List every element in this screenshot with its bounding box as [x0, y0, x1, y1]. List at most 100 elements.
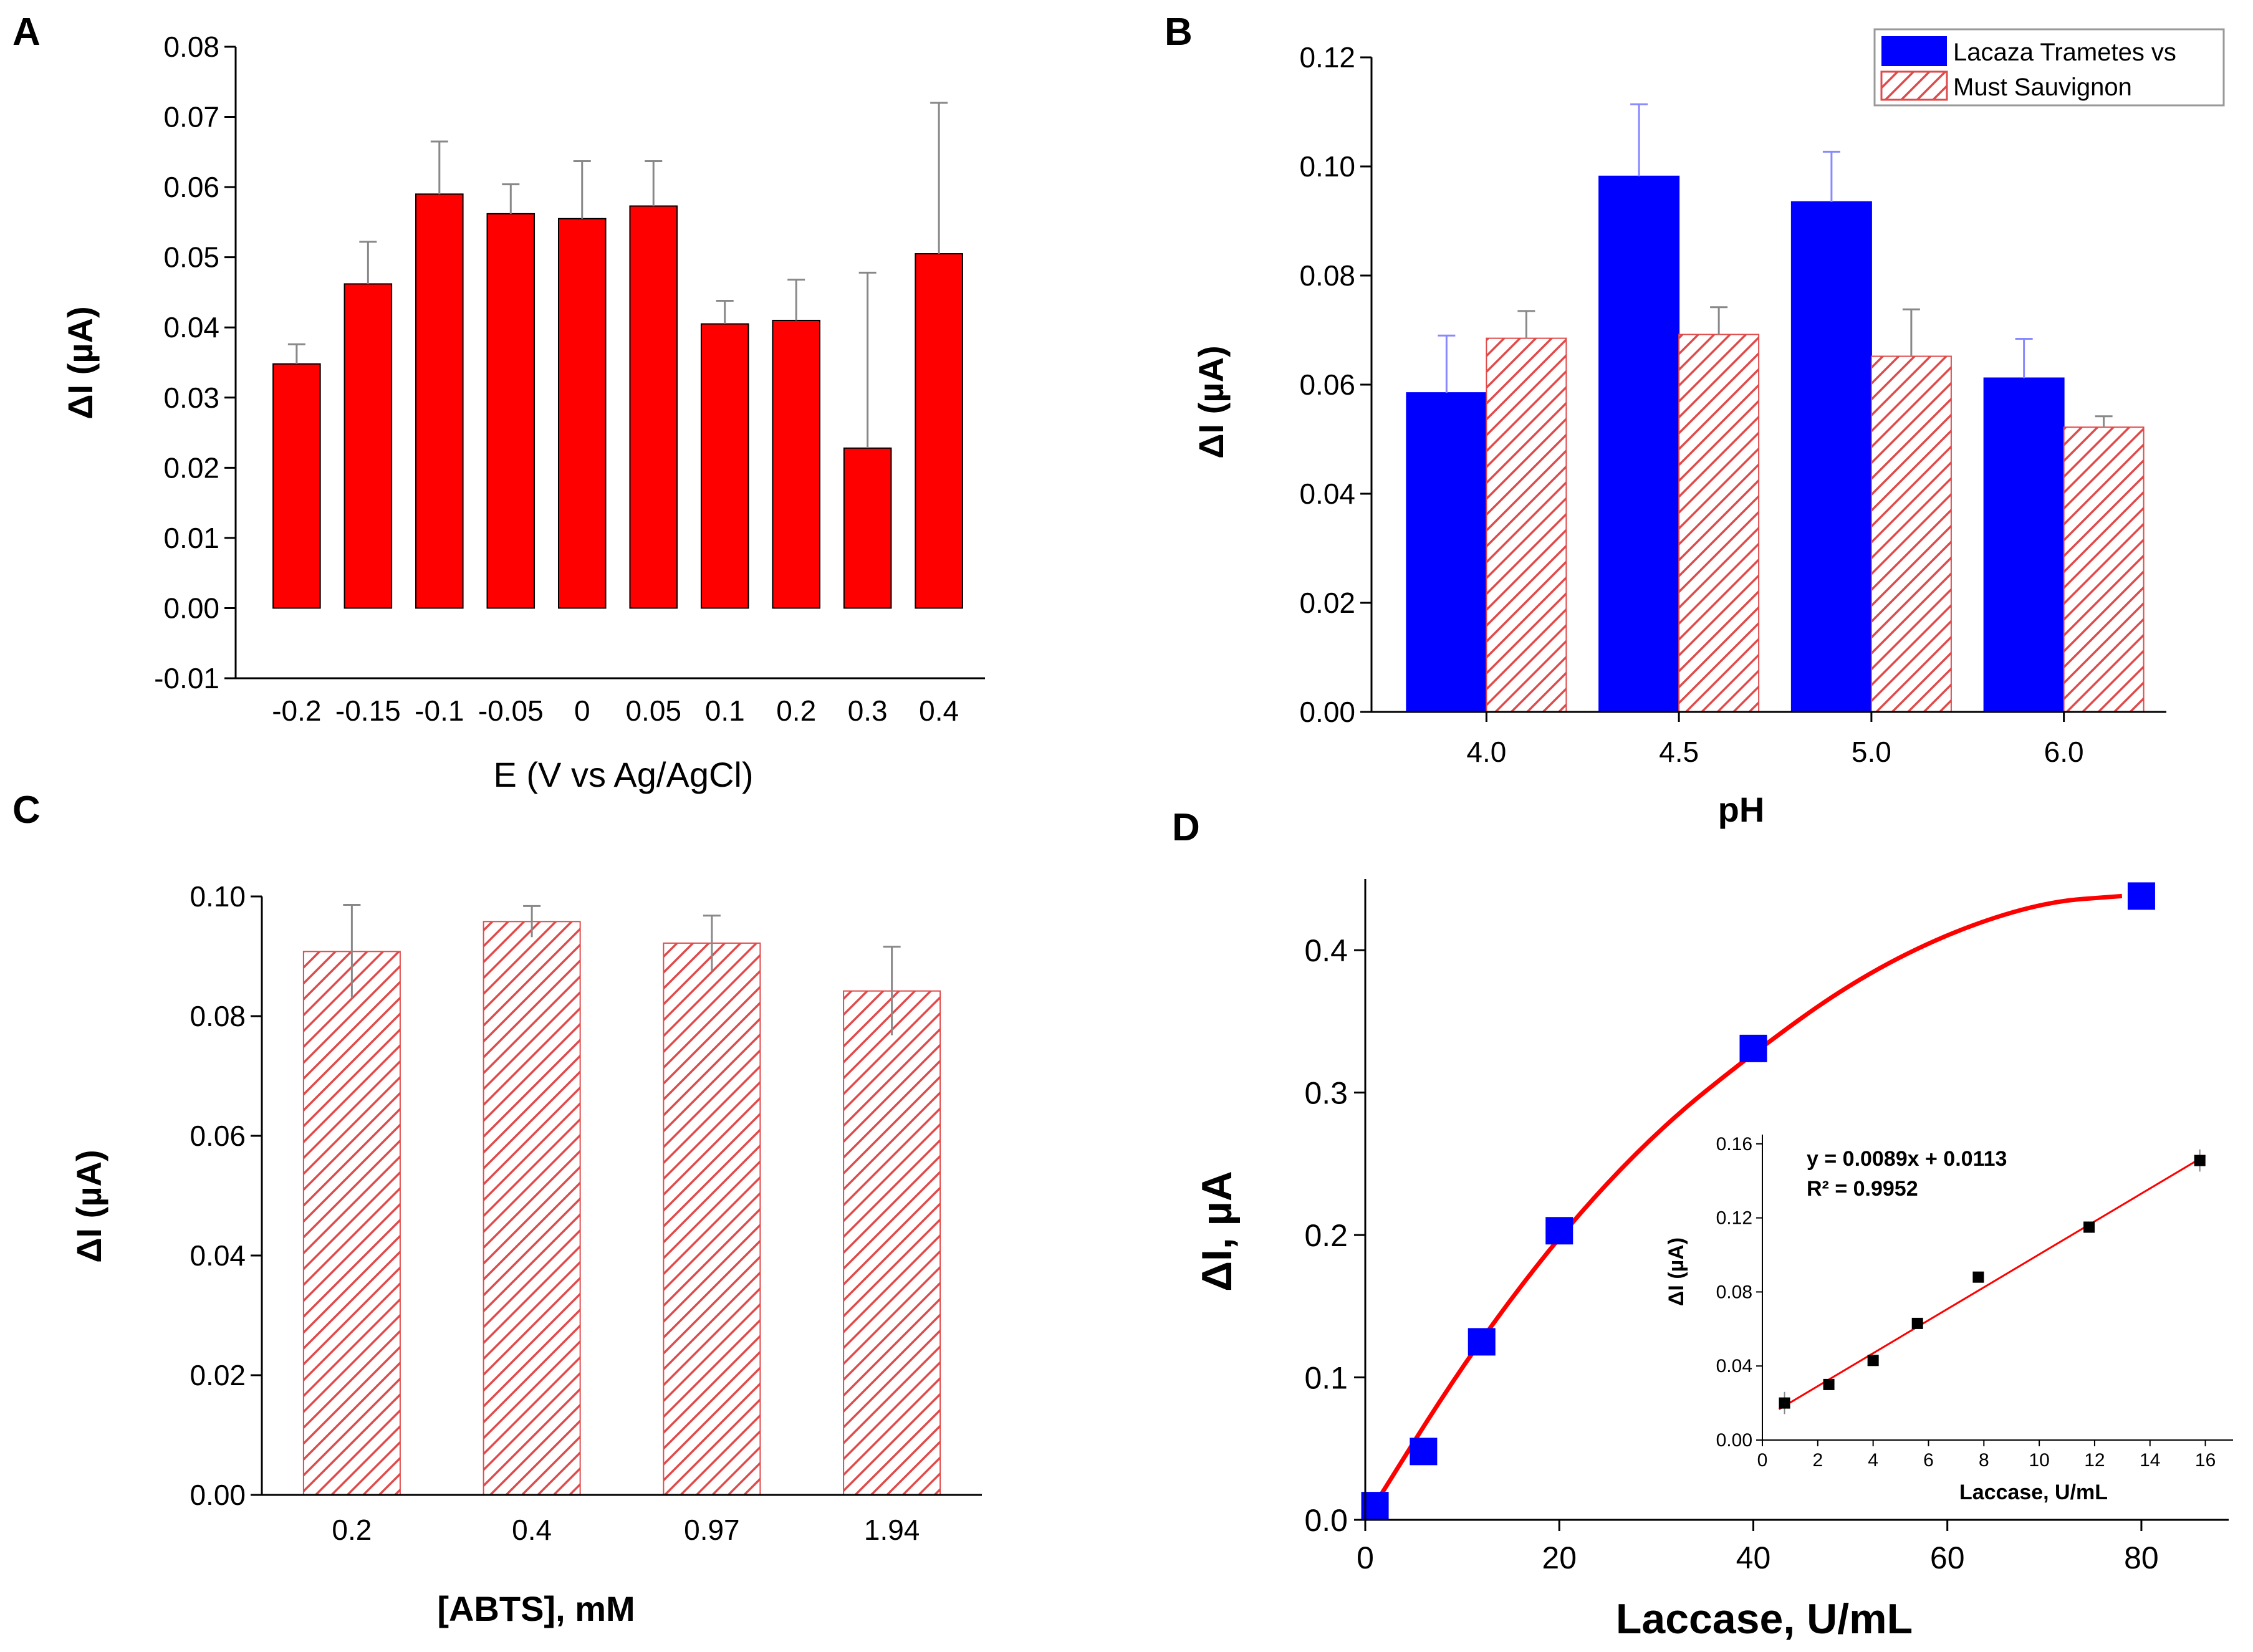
panel-a-y-tick-label: 0.05: [163, 241, 219, 274]
bar-hatched: [1486, 337, 1567, 713]
panel-c-y-tick-label: 0.10: [190, 880, 246, 913]
panel-b-y-tick-label: 0.08: [1299, 259, 1355, 292]
panel-a-axes: -0.01 0.00 0.01 0.02 0.03 0.04 0.05 0.06 0.07 0.0…: [154, 31, 985, 727]
legend-label-lacaza: Lacaza Trametes vs: [1953, 39, 2176, 66]
inset-y-tick-label: 0.00: [1716, 1430, 1752, 1451]
data-point: [1410, 1438, 1438, 1466]
inset-y-tick-label: 0.04: [1716, 1356, 1752, 1376]
bar-hatched: [2063, 426, 2145, 713]
panel-b-axes: 0.00 0.02 0.04 0.06 0.08 0.10 0.12 4.0 4.5 5.0 6.0: [1299, 41, 2166, 768]
panel-d-x-title: Laccase, U/mL: [1616, 1595, 1913, 1643]
inset-x-tick-label: 8: [1979, 1450, 1989, 1471]
bar-blue: [1406, 392, 1487, 713]
inset-data-point: [2083, 1221, 2095, 1233]
data-point: [1739, 1034, 1767, 1062]
panel-b-x-tick-label: 4.0: [1466, 736, 1506, 768]
panel-d-y-tick-label: 0.3: [1304, 1076, 1348, 1111]
inset-y-tick-label: 0.16: [1716, 1134, 1752, 1155]
panel-a: A -0.01 0.00 0.01 0.02 0.03 0.04 0.05 0.06 0.07 0…: [12, 11, 985, 794]
panel-a-x-tick-label: -0.1: [415, 694, 464, 727]
data-point: [2127, 882, 2155, 910]
panel-d-x-tick-label: 60: [1930, 1540, 1965, 1575]
panel-c-y-tick-label: 0.04: [190, 1239, 246, 1272]
panel-d-axes: 0.00.10.20.30.40 20 40 60 80: [1304, 879, 2229, 1575]
panel-a-bars: [272, 102, 963, 609]
bar: [557, 218, 607, 609]
inset-y-tick-label: 0.12: [1716, 1208, 1752, 1229]
panel-d-inset: 0.00 0.04 0.08 0.12 0.16 0 2 4 6 8 10 12 14 16: [1716, 1134, 2233, 1471]
panel-d-y-tick-label: 0.4: [1304, 933, 1348, 968]
panel-b-y-tick-label: 0.02: [1299, 587, 1355, 619]
bar: [843, 447, 892, 609]
panel-a-x-tick-label: -0.2: [272, 694, 321, 727]
inset-x-tick-label: 4: [1868, 1450, 1878, 1471]
panel-a-y-tick-label: 0.07: [163, 101, 219, 133]
panel-c-y-tick-label: 0.00: [190, 1479, 246, 1511]
inset-x-tick-label: 14: [2140, 1450, 2160, 1471]
panel-b-y-tick-label: 0.04: [1299, 478, 1355, 510]
inset-x-tick-label: 2: [1812, 1450, 1823, 1471]
panel-a-y-title: ΔI (µA): [60, 306, 100, 419]
inset-y-title: ΔI (µA): [1665, 1237, 1688, 1306]
inset-data-point: [1779, 1397, 1790, 1409]
data-point: [1468, 1328, 1496, 1356]
panel-c-x-tick-label: 0.4: [512, 1514, 552, 1546]
panel-b-x-tick-label: 5.0: [1852, 736, 1891, 768]
panel-d-y-tick-label: 0.2: [1304, 1218, 1348, 1253]
panel-a-y-tick-label: 0.06: [163, 171, 219, 203]
panel-b-bars: [1406, 103, 2145, 713]
inset-r-squared: R² = 0.9952: [1807, 1177, 1918, 1201]
panel-a-y-tick-label: 0.04: [163, 311, 219, 343]
inset-x-tick-label: 10: [2029, 1450, 2049, 1471]
panel-a-x-tick-label: 0.1: [705, 694, 745, 727]
panel-c-bars: [302, 903, 941, 1496]
panel-d-y-tick-label: 0.1: [1304, 1361, 1348, 1396]
bar-hatched: [302, 951, 401, 1496]
panel-c-y-tick-label: 0.08: [190, 1000, 246, 1032]
data-point: [1545, 1217, 1573, 1245]
panel-b-y-tick-label: 0.00: [1299, 696, 1355, 728]
inset-x-tick-label: 16: [2195, 1450, 2216, 1471]
legend-swatch-hatch: [1880, 70, 1948, 101]
bar: [486, 213, 536, 609]
panel-a-y-tick-label: -0.01: [154, 662, 219, 694]
inset-x-tick-label: 6: [1923, 1450, 1934, 1471]
panel-a-x-tick-label: 0.05: [625, 694, 681, 727]
panel-d-y-title: ΔI, µA: [1193, 1171, 1241, 1292]
panel-a-y-tick-label: 0.01: [163, 522, 219, 554]
panel-a-x-tick-label: 0.3: [848, 694, 888, 727]
panel-c-letter: C: [12, 789, 41, 832]
panel-b-y-tick-label: 0.10: [1299, 150, 1355, 183]
panel-a-x-tick-label: 0.4: [919, 694, 959, 727]
inset-y-tick-label: 0.08: [1716, 1282, 1752, 1302]
bar-hatched: [843, 990, 941, 1496]
bar-hatched: [1678, 334, 1760, 713]
panel-b-legend: Lacaza Trametes vs Must Sauvignon: [1873, 28, 2225, 107]
panel-c-x-tick-label: 0.2: [332, 1514, 372, 1546]
panel-d-x-tick-label: 80: [2124, 1540, 2159, 1575]
panel-a-x-tick-label: 0: [574, 694, 590, 727]
inset-data-point: [1911, 1317, 1923, 1329]
panel-d-y-tick-label: 0.0: [1304, 1503, 1348, 1538]
inset-x-title: Laccase, U/mL: [1959, 1481, 2108, 1504]
inset-fit-line: [1778, 1155, 2206, 1410]
panel-c-x-title: [ABTS], mM: [437, 1589, 635, 1628]
panel-c-x-tick-label: 0.97: [684, 1514, 740, 1546]
bar: [415, 193, 464, 609]
panel-b-x-tick-label: 4.5: [1659, 736, 1699, 768]
inset-data-point: [1867, 1355, 1879, 1366]
inset-x-tick-label: 12: [2084, 1450, 2105, 1471]
panel-b-x-tick-label: 6.0: [2044, 736, 2084, 768]
inset-data-point: [1823, 1378, 1835, 1390]
panel-a-x-tick-label: -0.15: [335, 694, 401, 727]
legend-swatch-blue: [1881, 36, 1947, 66]
fit-curve: [1363, 893, 2123, 1521]
bar-blue: [1983, 377, 2065, 713]
panel-c-y-tick-label: 0.06: [190, 1120, 246, 1152]
bar-hatched: [663, 942, 761, 1496]
legend-label-must: Must Sauvignon: [1953, 74, 2132, 101]
panel-d-letter: D: [1172, 806, 1200, 849]
panel-d-plot: [1361, 882, 2155, 1521]
panel-a-y-tick-label: 0.02: [163, 451, 219, 484]
panel-b-x-title: pH: [1718, 790, 1765, 829]
